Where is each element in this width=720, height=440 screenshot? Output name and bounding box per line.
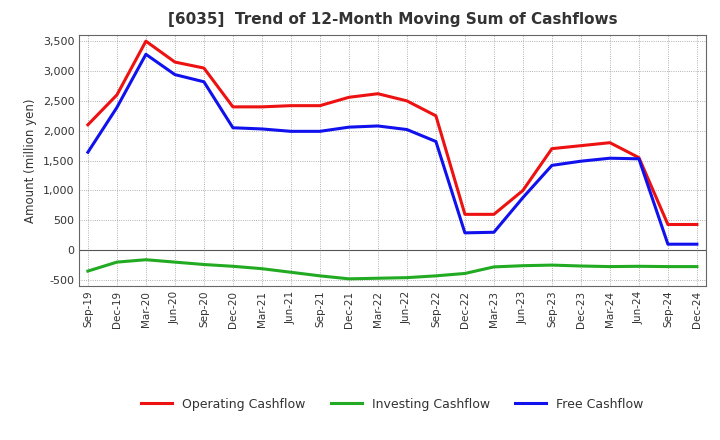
Operating Cashflow	[577, 143, 585, 148]
Free Cashflow	[606, 156, 614, 161]
Operating Cashflow	[606, 140, 614, 145]
Free Cashflow	[228, 125, 237, 130]
Investing Cashflow	[634, 264, 643, 269]
Free Cashflow	[171, 72, 179, 77]
Operating Cashflow	[315, 103, 324, 108]
Investing Cashflow	[490, 264, 498, 270]
Investing Cashflow	[577, 264, 585, 269]
Free Cashflow	[315, 128, 324, 134]
Investing Cashflow	[287, 270, 295, 275]
Line: Investing Cashflow: Investing Cashflow	[88, 260, 697, 279]
Free Cashflow	[461, 230, 469, 235]
Y-axis label: Amount (million yen): Amount (million yen)	[24, 99, 37, 223]
Investing Cashflow	[402, 275, 411, 280]
Free Cashflow	[518, 195, 527, 200]
Operating Cashflow	[402, 98, 411, 103]
Investing Cashflow	[112, 260, 121, 265]
Free Cashflow	[664, 242, 672, 247]
Investing Cashflow	[374, 275, 382, 281]
Free Cashflow	[634, 156, 643, 161]
Operating Cashflow	[287, 103, 295, 108]
Investing Cashflow	[171, 260, 179, 265]
Title: [6035]  Trend of 12-Month Moving Sum of Cashflows: [6035] Trend of 12-Month Moving Sum of C…	[168, 12, 617, 27]
Free Cashflow	[490, 230, 498, 235]
Investing Cashflow	[345, 276, 354, 282]
Free Cashflow	[199, 79, 208, 84]
Investing Cashflow	[518, 263, 527, 268]
Investing Cashflow	[548, 262, 557, 268]
Operating Cashflow	[258, 104, 266, 110]
Investing Cashflow	[606, 264, 614, 269]
Investing Cashflow	[199, 262, 208, 267]
Line: Operating Cashflow: Operating Cashflow	[88, 41, 697, 224]
Operating Cashflow	[84, 122, 92, 128]
Operating Cashflow	[634, 155, 643, 160]
Free Cashflow	[345, 125, 354, 130]
Free Cashflow	[112, 105, 121, 110]
Operating Cashflow	[548, 146, 557, 151]
Free Cashflow	[431, 139, 440, 144]
Free Cashflow	[142, 51, 150, 57]
Investing Cashflow	[258, 266, 266, 271]
Free Cashflow	[374, 123, 382, 128]
Operating Cashflow	[374, 91, 382, 96]
Investing Cashflow	[315, 273, 324, 279]
Operating Cashflow	[228, 104, 237, 110]
Legend: Operating Cashflow, Investing Cashflow, Free Cashflow: Operating Cashflow, Investing Cashflow, …	[141, 398, 644, 411]
Investing Cashflow	[142, 257, 150, 262]
Investing Cashflow	[461, 271, 469, 276]
Investing Cashflow	[693, 264, 701, 269]
Investing Cashflow	[431, 273, 440, 279]
Investing Cashflow	[84, 268, 92, 274]
Free Cashflow	[693, 242, 701, 247]
Free Cashflow	[84, 150, 92, 155]
Operating Cashflow	[461, 212, 469, 217]
Free Cashflow	[258, 126, 266, 132]
Operating Cashflow	[490, 212, 498, 217]
Operating Cashflow	[664, 222, 672, 227]
Free Cashflow	[287, 128, 295, 134]
Operating Cashflow	[142, 39, 150, 44]
Free Cashflow	[548, 163, 557, 168]
Operating Cashflow	[518, 188, 527, 193]
Operating Cashflow	[199, 66, 208, 71]
Operating Cashflow	[345, 95, 354, 100]
Investing Cashflow	[228, 264, 237, 269]
Operating Cashflow	[693, 222, 701, 227]
Free Cashflow	[402, 127, 411, 132]
Operating Cashflow	[112, 92, 121, 98]
Operating Cashflow	[431, 113, 440, 118]
Line: Free Cashflow: Free Cashflow	[88, 54, 697, 244]
Free Cashflow	[577, 158, 585, 164]
Operating Cashflow	[171, 59, 179, 65]
Investing Cashflow	[664, 264, 672, 269]
